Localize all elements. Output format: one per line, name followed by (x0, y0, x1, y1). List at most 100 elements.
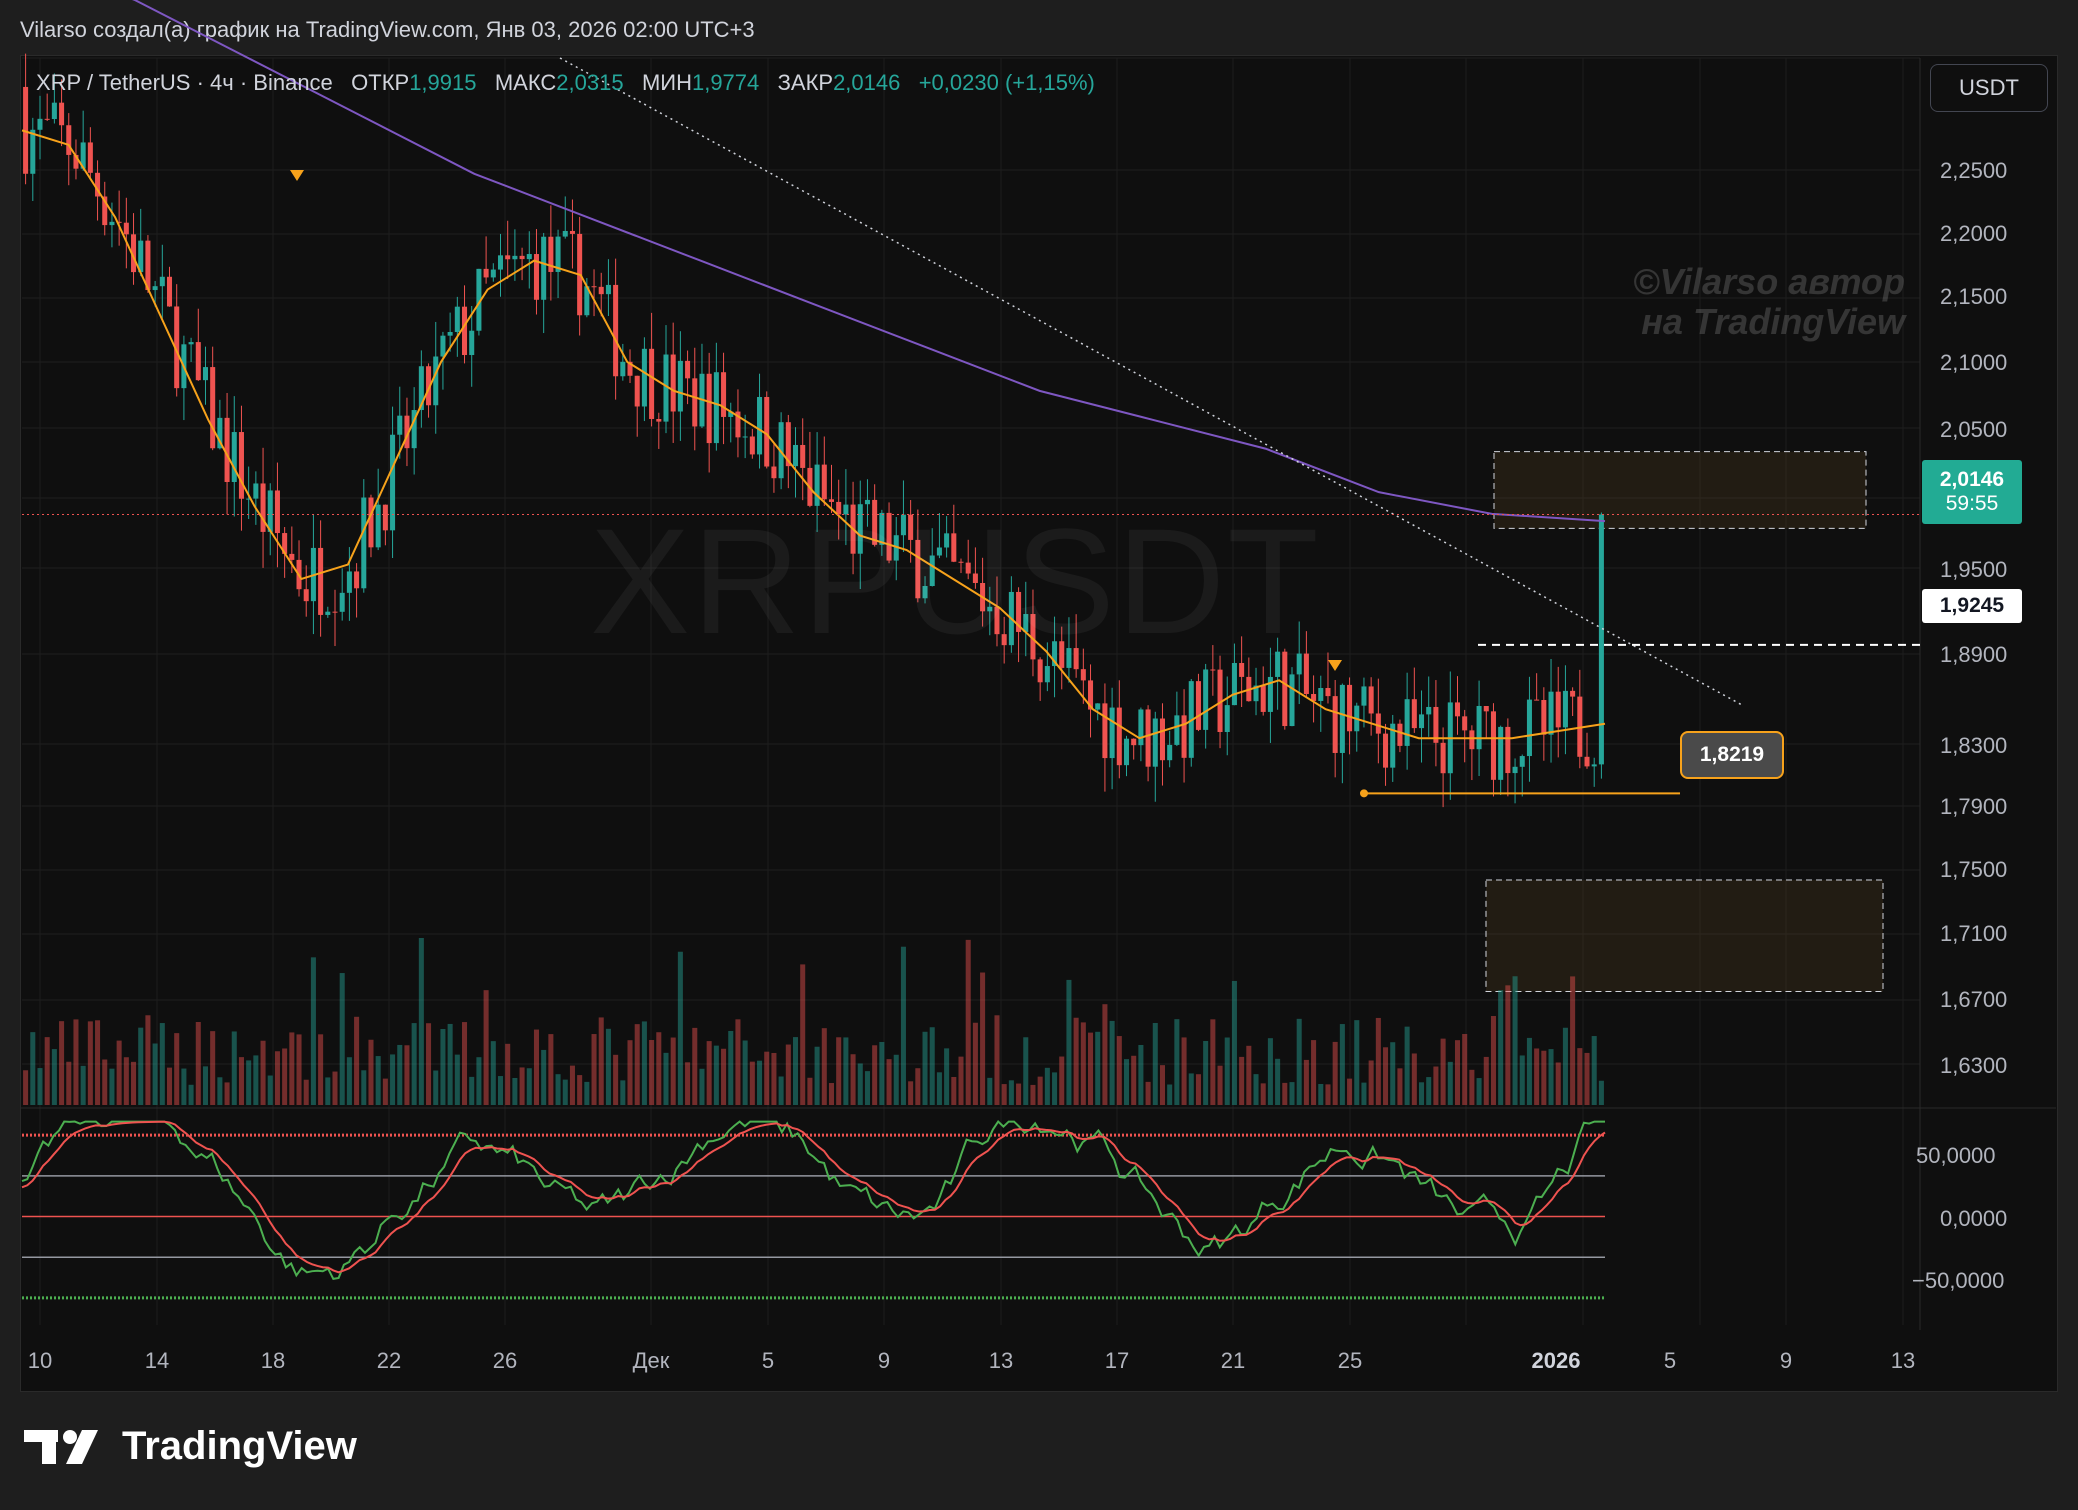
volume-bar (814, 1046, 820, 1105)
candle-body (987, 606, 993, 612)
price-tick: 1,8300 (1940, 733, 2008, 758)
candle-body (1037, 659, 1043, 683)
price-tick: 2,0500 (1940, 417, 2008, 442)
volume-bar (929, 1027, 935, 1105)
candle-body (965, 562, 971, 574)
candle-body (202, 367, 209, 381)
volume-bar (836, 1037, 842, 1105)
candle-body (1289, 674, 1295, 727)
volume-bar (1023, 1037, 1029, 1105)
volume-bar (145, 1015, 151, 1105)
volume-bar (584, 1081, 590, 1105)
support-anchor (1360, 789, 1368, 798)
candle-body (821, 464, 827, 500)
candle-body (555, 236, 561, 272)
time-tick: 25 (1337, 1348, 1363, 1373)
candle-body (1030, 614, 1036, 660)
volume-bar (1318, 1084, 1324, 1105)
candle-body (1052, 641, 1058, 667)
volume-bar (994, 1015, 1000, 1105)
candle-body (900, 514, 906, 536)
candle-body (1239, 663, 1245, 677)
volume-bar (1123, 1059, 1130, 1105)
volume-bar (1476, 1078, 1482, 1105)
candlestick-series (23, 53, 1604, 808)
volume-bar (864, 1071, 870, 1105)
volume-bar (613, 1054, 619, 1105)
volume-bar (972, 1022, 978, 1105)
volume-bar (1375, 1017, 1381, 1105)
candle-body (1159, 718, 1165, 761)
legend-symbol[interactable]: XRP / TetherUS · 4ч · Binance (36, 70, 333, 95)
volume-bar (116, 1040, 122, 1105)
currency-button[interactable]: USDT (1930, 64, 2048, 112)
ema-line (21, 129, 1606, 740)
candle-body (836, 501, 842, 515)
support-price-callout[interactable]: 1,8219 (1680, 731, 1784, 779)
candle-body (872, 499, 878, 545)
candle-body (1123, 738, 1130, 766)
candle-body (1483, 706, 1489, 712)
candle-body (742, 436, 748, 438)
candle-body (332, 611, 338, 613)
candle-body (634, 375, 640, 407)
volume-bar (742, 1040, 748, 1105)
watermark-line-1: ©Vilarso автор (1632, 261, 1905, 302)
volume-bar (1512, 976, 1518, 1105)
volume-bar (1267, 1038, 1273, 1105)
candle-body (397, 415, 403, 435)
volume-bar (433, 1070, 439, 1105)
volume-bar (361, 1070, 367, 1105)
candle-body (289, 553, 295, 560)
candle-body (936, 547, 942, 556)
candle-body (404, 415, 410, 449)
volume-bar (1462, 1033, 1468, 1105)
candle-body (23, 86, 29, 174)
candle-body (1598, 514, 1604, 765)
candle-body (951, 533, 957, 562)
volume-bar (1231, 980, 1237, 1105)
volume-bar (87, 1021, 93, 1105)
volume-bar (1188, 1073, 1194, 1105)
candle-body (260, 483, 266, 532)
zone-boxes (1485, 451, 1884, 992)
time-tick: 13 (1890, 1348, 1916, 1373)
candle-body (785, 422, 791, 467)
volume-bar (1397, 1068, 1403, 1105)
candle-body (1109, 707, 1115, 759)
volume-bar (900, 946, 906, 1105)
candle-body (1095, 703, 1101, 710)
volume-bar (1174, 1019, 1180, 1105)
candle-body (1311, 694, 1317, 701)
volume-bar (1059, 1056, 1065, 1105)
tradingview-logo-icon (24, 1429, 98, 1464)
volume-bar (267, 1075, 273, 1105)
candle-body (246, 498, 252, 500)
zone-box (1485, 879, 1884, 992)
candle-body (598, 286, 604, 295)
volume-bar (1044, 1067, 1050, 1105)
candle-body (1339, 684, 1345, 753)
candle-body (584, 286, 590, 316)
chart-frame[interactable] (20, 55, 2058, 1392)
volume-bar (692, 1027, 698, 1105)
volume-bar (37, 1068, 43, 1105)
volume-bar (1203, 1040, 1209, 1105)
candle-body (1332, 696, 1338, 753)
volume-bar (138, 1027, 144, 1105)
volume-bar (1325, 1084, 1331, 1105)
candle-body (1303, 653, 1309, 695)
volume-bar (1404, 1026, 1410, 1105)
volume-bar (721, 1048, 727, 1105)
volume-bar (1570, 976, 1576, 1105)
candle-body (1361, 686, 1367, 706)
volume-bar (1210, 1019, 1216, 1105)
candle-body (80, 142, 86, 169)
candle-body (1418, 714, 1425, 729)
volume-bar (339, 973, 345, 1105)
tradingview-logo[interactable]: TradingView (24, 1424, 357, 1469)
candle-body (533, 254, 539, 300)
volume-bar (706, 1041, 712, 1105)
volume-bar (390, 1054, 396, 1105)
